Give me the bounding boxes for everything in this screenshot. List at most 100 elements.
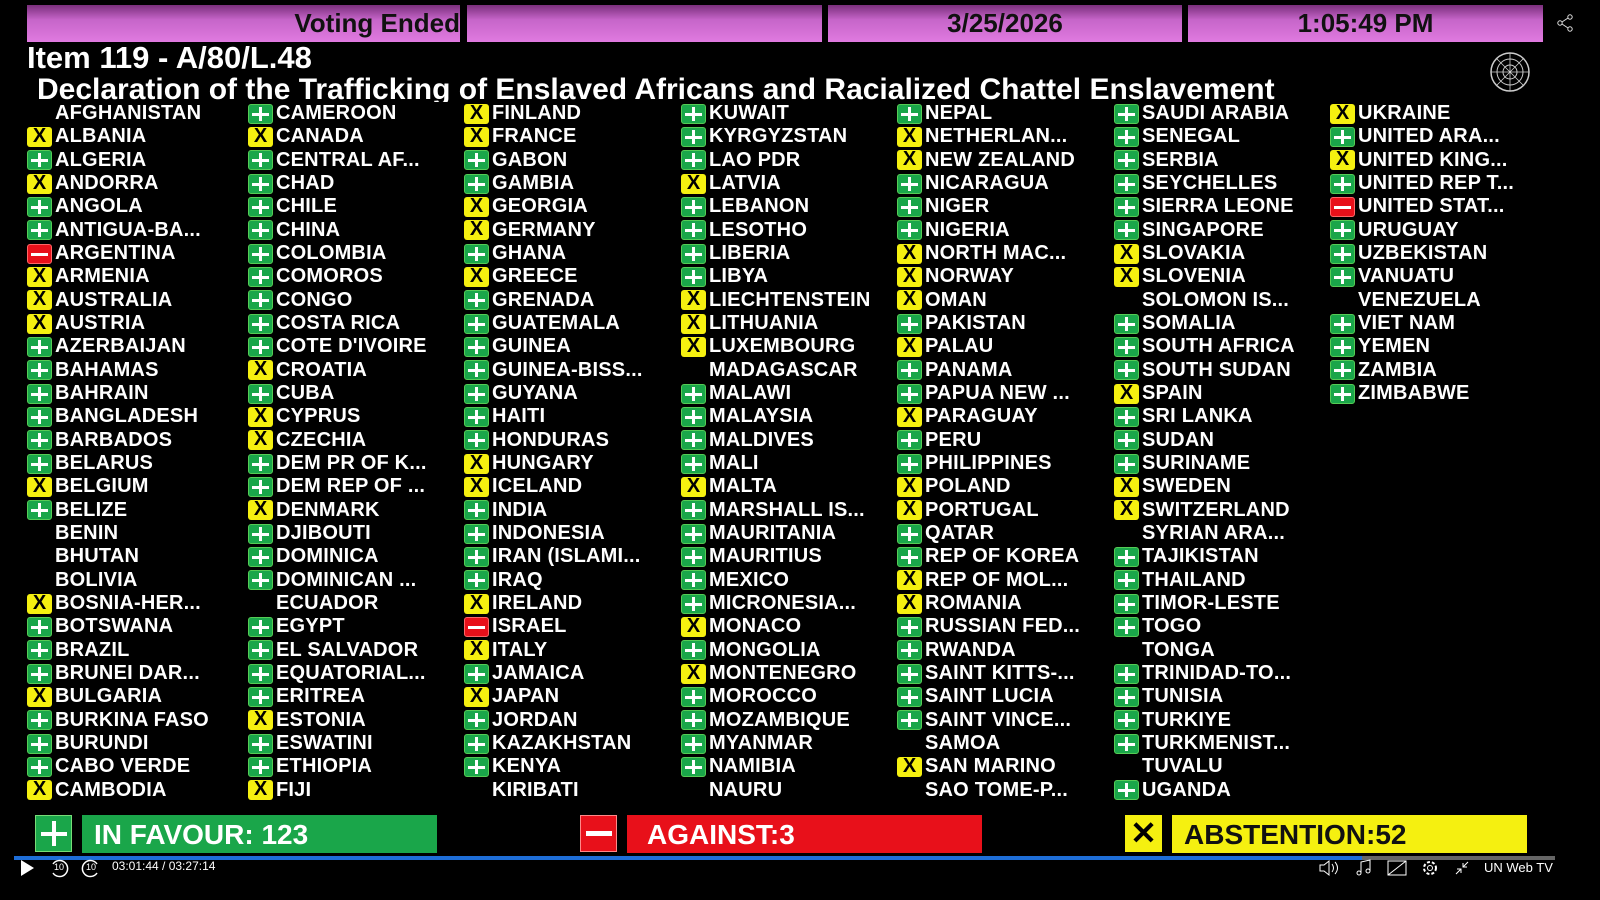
country-name: COSTA RICA <box>276 312 401 335</box>
no-vote-icon <box>1330 290 1355 310</box>
country-name: IRELAND <box>492 592 583 615</box>
vote-yes-icon <box>248 476 273 497</box>
country-row: NETHERLAN... <box>897 125 1115 148</box>
country-row: NEW ZEALAND <box>897 149 1115 172</box>
country-row: RWANDA <box>897 639 1115 662</box>
vote-yes-icon <box>897 616 922 637</box>
country-name: CABO VERDE <box>55 755 191 778</box>
play-icon[interactable] <box>18 858 36 878</box>
country-name: HONDURAS <box>492 428 610 451</box>
rewind-10-button[interactable]: 10 <box>48 858 70 878</box>
vote-yes-icon <box>681 710 706 731</box>
country-row: BOLIVIA <box>27 569 245 592</box>
country-row: DOMINICA <box>248 545 466 568</box>
country-name: KUWAIT <box>709 102 790 125</box>
vote-yes-icon <box>1114 546 1139 567</box>
vote-yes-icon <box>1330 126 1355 147</box>
country-row: ITALY <box>464 639 682 662</box>
country-name: LEBANON <box>709 195 810 218</box>
vote-yes-icon <box>248 453 273 474</box>
vote-abstain-icon <box>681 663 706 684</box>
country-row: ZIMBABWE <box>1330 382 1548 405</box>
vote-yes-icon <box>1330 360 1355 381</box>
vote-yes-icon <box>1114 406 1139 427</box>
country-row: BELGIUM <box>27 475 245 498</box>
country-name: POLAND <box>925 475 1011 498</box>
country-name: CYPRUS <box>276 405 361 428</box>
country-name: BHUTAN <box>55 545 140 568</box>
country-row: LIBYA <box>681 265 899 288</box>
vote-yes-icon <box>27 733 52 754</box>
vote-abstain-icon <box>681 173 706 194</box>
country-row: CHILE <box>248 195 466 218</box>
country-row: AUSTRIA <box>27 312 245 335</box>
vote-yes-icon <box>1330 266 1355 287</box>
vote-abstain-icon <box>27 476 52 497</box>
country-name: FINLAND <box>492 102 582 125</box>
vote-abstain-icon <box>1330 150 1355 171</box>
vote-yes-icon <box>681 686 706 707</box>
vote-yes-icon <box>1330 336 1355 357</box>
country-row: PARAGUAY <box>897 405 1115 428</box>
vote-abstain-icon <box>681 313 706 334</box>
vote-yes-icon <box>248 336 273 357</box>
country-row: CAMEROON <box>248 102 466 125</box>
vote-yes-icon <box>27 616 52 637</box>
vote-abstain-icon <box>897 290 922 311</box>
country-name: LAO PDR <box>709 148 801 171</box>
country-row: GUYANA <box>464 382 682 405</box>
country-row: GUINEA <box>464 335 682 358</box>
country-name: BULGARIA <box>55 685 163 708</box>
country-row: IRAQ <box>464 569 682 592</box>
country-name: MALAYSIA <box>709 405 814 428</box>
vote-abstain-icon <box>897 570 922 591</box>
country-row: IRELAND <box>464 592 682 615</box>
country-row: SPAIN <box>1114 382 1332 405</box>
no-vote-icon <box>1114 290 1139 310</box>
country-row: ERITREA <box>248 685 466 708</box>
country-row: RUSSIAN FED... <box>897 615 1115 638</box>
country-name: ESWATINI <box>276 732 373 755</box>
vote-yes-icon <box>248 220 273 241</box>
country-name: MONTENEGRO <box>709 662 857 685</box>
country-row: DOMINICAN ... <box>248 569 466 592</box>
country-row: SLOVENIA <box>1114 265 1332 288</box>
vote-yes-icon <box>1114 453 1139 474</box>
country-name: SLOVENIA <box>1142 265 1246 288</box>
video-progress-bar[interactable] <box>14 856 1555 860</box>
vote-abstain-icon <box>897 336 922 357</box>
country-name: NAMIBIA <box>709 755 796 778</box>
country-row: GUINEA-BISS... <box>464 359 682 382</box>
country-name: VANUATU <box>1358 265 1455 288</box>
country-name: ROMANIA <box>925 592 1022 615</box>
share-icon[interactable] <box>1556 14 1574 32</box>
captions-icon[interactable] <box>1386 858 1408 878</box>
country-row: HUNGARY <box>464 452 682 475</box>
country-name: MALTA <box>709 475 778 498</box>
vote-yes-icon <box>897 640 922 661</box>
vote-yes-icon <box>1114 616 1139 637</box>
no-vote-icon <box>27 104 52 124</box>
vote-yes-icon <box>248 290 273 311</box>
country-row: KYRGYZSTAN <box>681 125 899 148</box>
no-vote-icon <box>27 547 52 567</box>
forward-10-button[interactable]: 10 <box>80 858 102 878</box>
exit-fullscreen-icon[interactable] <box>1452 858 1472 878</box>
settings-gear-icon[interactable] <box>1420 858 1440 878</box>
country-row: ANGOLA <box>27 195 245 218</box>
vote-abstain-icon <box>248 710 273 731</box>
country-row: PAPUA NEW ... <box>897 382 1115 405</box>
volume-icon[interactable] <box>1318 858 1340 878</box>
vote-yes-icon <box>681 243 706 264</box>
country-row: VIET NAM <box>1330 312 1548 335</box>
country-row: ESTONIA <box>248 709 466 732</box>
country-row: AUSTRALIA <box>27 289 245 312</box>
country-row: UNITED REP T... <box>1330 172 1548 195</box>
country-row: SAINT KITTS-... <box>897 662 1115 685</box>
audio-track-icon[interactable] <box>1354 858 1374 878</box>
no-vote-icon <box>248 594 273 614</box>
country-row: DENMARK <box>248 499 466 522</box>
vote-yes-icon <box>681 383 706 404</box>
country-name: BAHRAIN <box>55 382 149 405</box>
country-row: UZBEKISTAN <box>1330 242 1548 265</box>
